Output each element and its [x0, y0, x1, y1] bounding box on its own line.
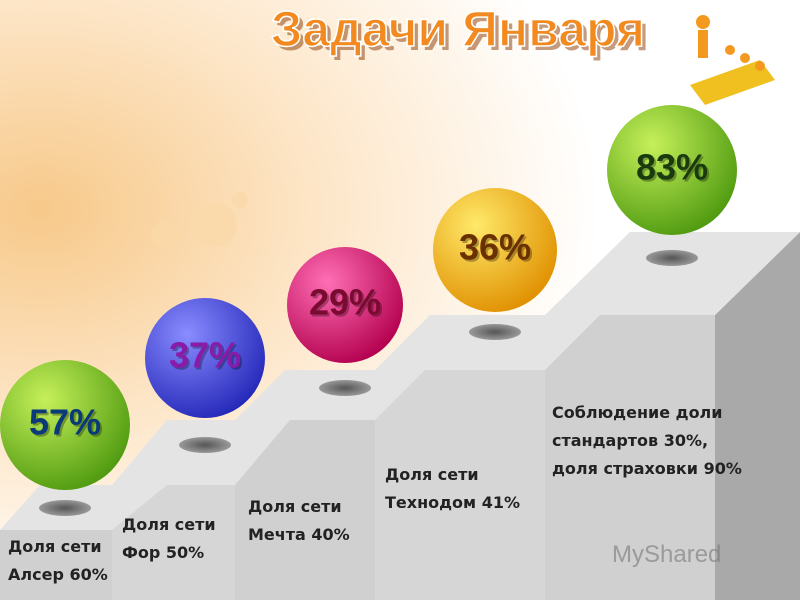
step-description: Мечта 40%: [248, 525, 350, 544]
ball: [433, 188, 557, 312]
step-description: Доля сети: [385, 465, 479, 484]
ball: [145, 298, 265, 418]
side-face: [715, 232, 800, 600]
percent: 83%: [636, 147, 708, 188]
step-face: [545, 315, 715, 600]
ball-shadow: [39, 500, 91, 516]
step-description: Алсер 60%: [8, 565, 108, 584]
title-shadow: Задачи Января: [275, 5, 649, 61]
step-face: [375, 370, 545, 600]
percent: 29%: [311, 284, 383, 325]
percent: 57%: [29, 402, 101, 443]
percent: 29%: [309, 282, 381, 323]
ball: [607, 105, 737, 235]
percent: 37%: [171, 337, 243, 378]
step-top: [375, 315, 600, 370]
ball: [0, 360, 130, 490]
staircase: [0, 232, 800, 600]
step-top: [545, 232, 800, 315]
step-description: доля страховки 90%: [552, 459, 742, 478]
ball-shadow: [319, 380, 371, 396]
step-description: стандартов 30%,: [552, 431, 708, 450]
step-face: [0, 530, 112, 600]
bubble: [193, 203, 237, 247]
step-description: Соблюдение доли: [552, 403, 722, 422]
title: Задачи Января: [271, 1, 645, 57]
step-description: Доля сети: [122, 515, 216, 534]
step-top: [235, 370, 425, 420]
ball-shadow: [469, 324, 521, 340]
ball-shadow: [179, 437, 231, 453]
percent: 37%: [169, 335, 241, 376]
bubble: [151, 221, 179, 249]
watermark: MyShared: [612, 541, 721, 568]
percent: 36%: [461, 229, 533, 270]
bubble: [232, 192, 248, 208]
step-description: Доля сети: [248, 497, 342, 516]
ball-shadow: [646, 250, 698, 266]
percent: 57%: [31, 404, 103, 445]
step-description: Фор 50%: [122, 543, 204, 562]
step-description: Технодом 41%: [385, 493, 520, 512]
ball: [287, 247, 403, 363]
step-description: Доля сети: [8, 537, 102, 556]
figure-icon: [690, 15, 775, 105]
percent: 83%: [638, 149, 710, 190]
percent: 36%: [459, 227, 531, 268]
